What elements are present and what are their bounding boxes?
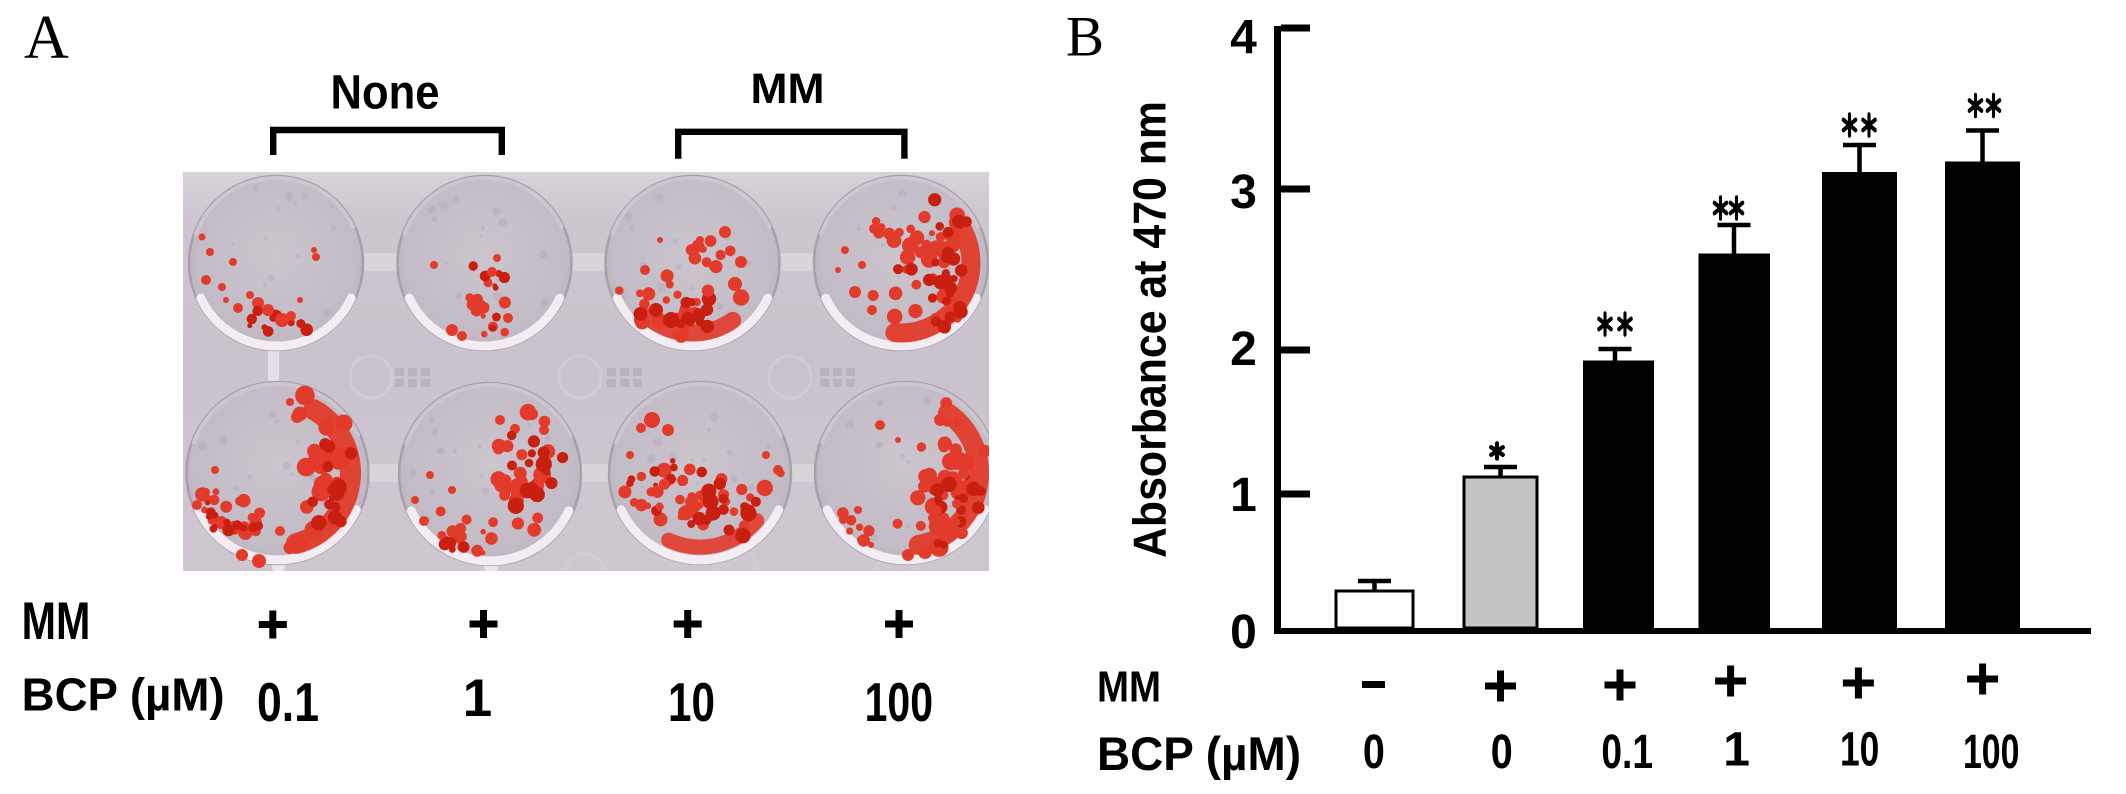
svg-text:Absorbance at 470 nm: Absorbance at 470 nm xyxy=(1124,101,1176,558)
svg-text:BCP (µM): BCP (µM) xyxy=(1097,727,1301,780)
svg-text:10: 10 xyxy=(1840,724,1879,777)
svg-text:100: 100 xyxy=(865,671,933,733)
svg-text:MM: MM xyxy=(22,592,91,651)
svg-text:MM: MM xyxy=(1097,663,1161,712)
svg-text:1: 1 xyxy=(463,669,492,728)
svg-text:4: 4 xyxy=(1230,12,1257,65)
svg-text:0: 0 xyxy=(1363,726,1385,779)
svg-text:0: 0 xyxy=(1491,726,1513,779)
svg-text:10: 10 xyxy=(668,671,715,733)
svg-text:0.1: 0.1 xyxy=(257,671,319,733)
svg-text:2: 2 xyxy=(1230,323,1257,376)
svg-text:1: 1 xyxy=(1723,724,1750,777)
svg-text:3: 3 xyxy=(1230,166,1257,219)
svg-text:0: 0 xyxy=(1230,606,1257,659)
svg-text:MM: MM xyxy=(751,65,825,113)
svg-text:100: 100 xyxy=(1963,726,2020,779)
svg-text:BCP (µM): BCP (µM) xyxy=(22,669,225,721)
svg-text:0.1: 0.1 xyxy=(1601,726,1653,779)
svg-text:A: A xyxy=(24,4,69,72)
svg-text:1: 1 xyxy=(1230,469,1257,522)
svg-text:B: B xyxy=(1066,5,1104,68)
svg-text:None: None xyxy=(331,67,440,120)
